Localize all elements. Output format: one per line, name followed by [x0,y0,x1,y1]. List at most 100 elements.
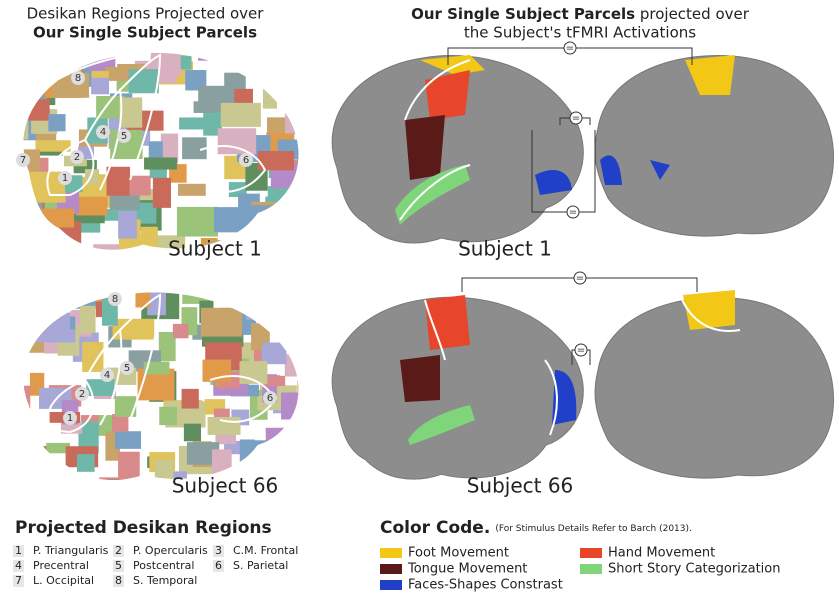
parcel-patch [201,308,242,337]
equals: = [569,207,577,218]
region-number: 1 [62,173,68,184]
parcel-patch [32,55,58,80]
parcel-patch [136,246,155,265]
equals-markers: = = = = = [564,42,587,356]
parcel-patch [48,114,65,131]
region-number: 4 [15,559,22,572]
parcel-patch [113,319,155,340]
color-swatch [380,580,402,590]
parcel-patch [91,485,126,497]
parcel-patch [296,442,336,467]
parcel-patch [297,141,335,164]
parcel-patch [34,209,74,228]
region-number: 5 [115,559,122,572]
color-code-title: Color Code. [380,518,490,538]
subject-label: Subject 66 [172,474,279,498]
parcel-patch [19,446,47,461]
parcel-patch [16,292,57,313]
parcel-patch [277,80,296,101]
parcel-patch [178,184,206,196]
figure: Desikan Regions Projected over Our Singl… [0,0,839,595]
parcel-patch [182,389,199,409]
regions-title: Projected Desikan Regions [15,518,272,538]
parcel-patch [173,324,189,338]
equals: = [577,345,585,356]
parcel-patch [153,178,171,208]
right-title-bold: Our Single Subject Parcels [411,5,635,23]
parcel-patch [107,480,123,491]
subject-label: Subject 66 [467,474,574,498]
region-number: 1 [15,544,22,557]
parcel-patch [266,428,300,458]
region-number: 6 [267,393,273,404]
region-name: P. Opercularis [133,544,208,557]
parcel-patch [77,454,95,472]
region-number: 8 [112,294,118,305]
parcel-patch [283,317,305,332]
parcel-patch [54,45,85,57]
parcel-patch [290,287,316,309]
region-name: P. Triangularis [33,544,109,557]
parcel-patch [76,197,108,216]
parcel-patch [294,46,311,70]
parcel-patch [184,424,201,442]
parcel-patch [118,452,140,482]
parcel-patch [119,235,152,264]
parcel-patch [285,109,324,134]
parcel-patch [259,454,276,464]
parcel-patch [91,78,109,95]
parcel-patch [129,69,159,93]
parcel-patch [6,111,29,139]
parcel-patch [240,439,255,463]
parcel-patch [9,72,32,93]
parcel-patch [48,329,76,342]
color-swatch [380,548,402,558]
parcel-patch [80,306,96,333]
region-number: 7 [20,155,26,166]
parcel-patch [155,459,174,490]
region-name: C.M. Frontal [233,544,298,557]
parcel-patch [198,47,213,61]
region-number: 6 [243,155,249,166]
parcel-patch [155,492,169,512]
region-number: 7 [15,574,22,587]
parcel-patch [107,167,131,196]
parcel-patch [268,186,292,212]
color-name: Hand Movement [608,546,715,561]
color-name: Foot Movement [408,546,509,561]
parcel-patch [290,213,330,228]
color-name: Short Story Categorization [608,562,781,577]
parcel-patch [284,214,310,226]
color-swatch [380,564,402,574]
parcel-patch [285,354,319,376]
parcel-patch [283,64,307,76]
region-number: 8 [115,574,122,587]
parcel-patch [144,157,177,169]
parcel-patch [85,487,111,501]
parcel-patch [295,101,311,128]
parcel-patch [221,103,261,127]
parcel-patch [275,310,309,335]
right-title-rest: projected over [640,5,750,23]
regions-legend: 1P. Triangularis2P. Opercularis3C.M. Fro… [13,544,298,587]
region-name: L. Occipital [33,574,94,587]
region-number: 1 [67,413,73,424]
parcel-patch [239,288,275,307]
brain-lateral [332,55,583,479]
parcel-patch [246,308,268,319]
region-number: 4 [100,127,106,138]
color-swatch [580,564,602,574]
parcel-patch [300,48,315,63]
region-number: 6 [215,559,222,572]
parcel-patch [179,117,211,129]
color-name: Faces-Shapes Constrast [408,578,563,593]
brain-medial [595,55,834,478]
region-number: 2 [115,544,122,557]
region-number: 2 [74,152,80,163]
equals: = [576,273,584,284]
region-number: 8 [75,73,81,84]
parcel-patch [281,445,306,467]
parcel-patch [36,288,55,315]
parcel-patch [14,291,54,306]
parcel-patch [294,176,315,191]
